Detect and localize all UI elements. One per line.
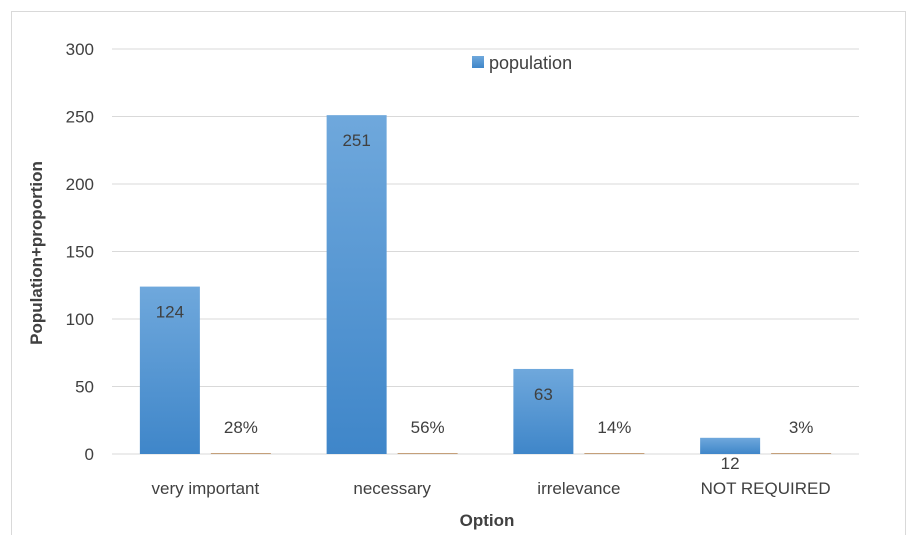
bar-proportion-3 <box>771 453 832 454</box>
y-axis-title: Population+proportion <box>27 161 46 345</box>
y-tick-label-250: 250 <box>66 108 94 127</box>
bars: 124 28% 251 56% 63 14% 12 3% <box>139 115 832 473</box>
x-category-label-3: NOT REQUIRED <box>701 479 831 498</box>
x-axis-title: Option <box>460 511 515 530</box>
chart-frame <box>11 11 906 535</box>
y-tick-label-0: 0 <box>85 445 94 464</box>
data-label-population-1: 251 <box>342 131 370 150</box>
bar-population-3 <box>700 437 761 454</box>
bar-population-2 <box>513 368 574 454</box>
data-label-population-0: 124 <box>156 303 184 322</box>
data-label-proportion-0: 28% <box>224 418 258 437</box>
data-label-population-2: 63 <box>534 385 553 404</box>
legend-label-population: population <box>489 53 572 73</box>
y-tick-label-100: 100 <box>66 310 94 329</box>
y-tick-label-200: 200 <box>66 175 94 194</box>
data-label-population-3: 12 <box>721 454 740 473</box>
bar-population-0 <box>139 286 200 454</box>
x-category-label-0: very important <box>152 479 260 498</box>
x-category-label-1: necessary <box>353 479 431 498</box>
y-tick-label-50: 50 <box>75 378 94 397</box>
x-category-label-2: irrelevance <box>537 479 620 498</box>
y-tick-label-300: 300 <box>66 40 94 59</box>
bar-population-1 <box>326 115 387 455</box>
y-tick-label-150: 150 <box>66 243 94 262</box>
bar-proportion-1 <box>397 453 458 454</box>
data-label-proportion-3: 3% <box>789 418 814 437</box>
gridlines <box>112 48 859 455</box>
y-axis-ticks: 0 50 100 150 200 250 300 <box>66 40 94 464</box>
legend-swatch-population <box>472 56 484 68</box>
bar-proportion-2 <box>584 453 645 454</box>
data-label-proportion-1: 56% <box>411 418 445 437</box>
x-axis-categories: very important necessary irrelevance NOT RE… <box>152 479 831 498</box>
legend: population <box>472 53 572 73</box>
data-label-proportion-2: 14% <box>597 418 631 437</box>
bar-proportion-0 <box>210 453 271 454</box>
